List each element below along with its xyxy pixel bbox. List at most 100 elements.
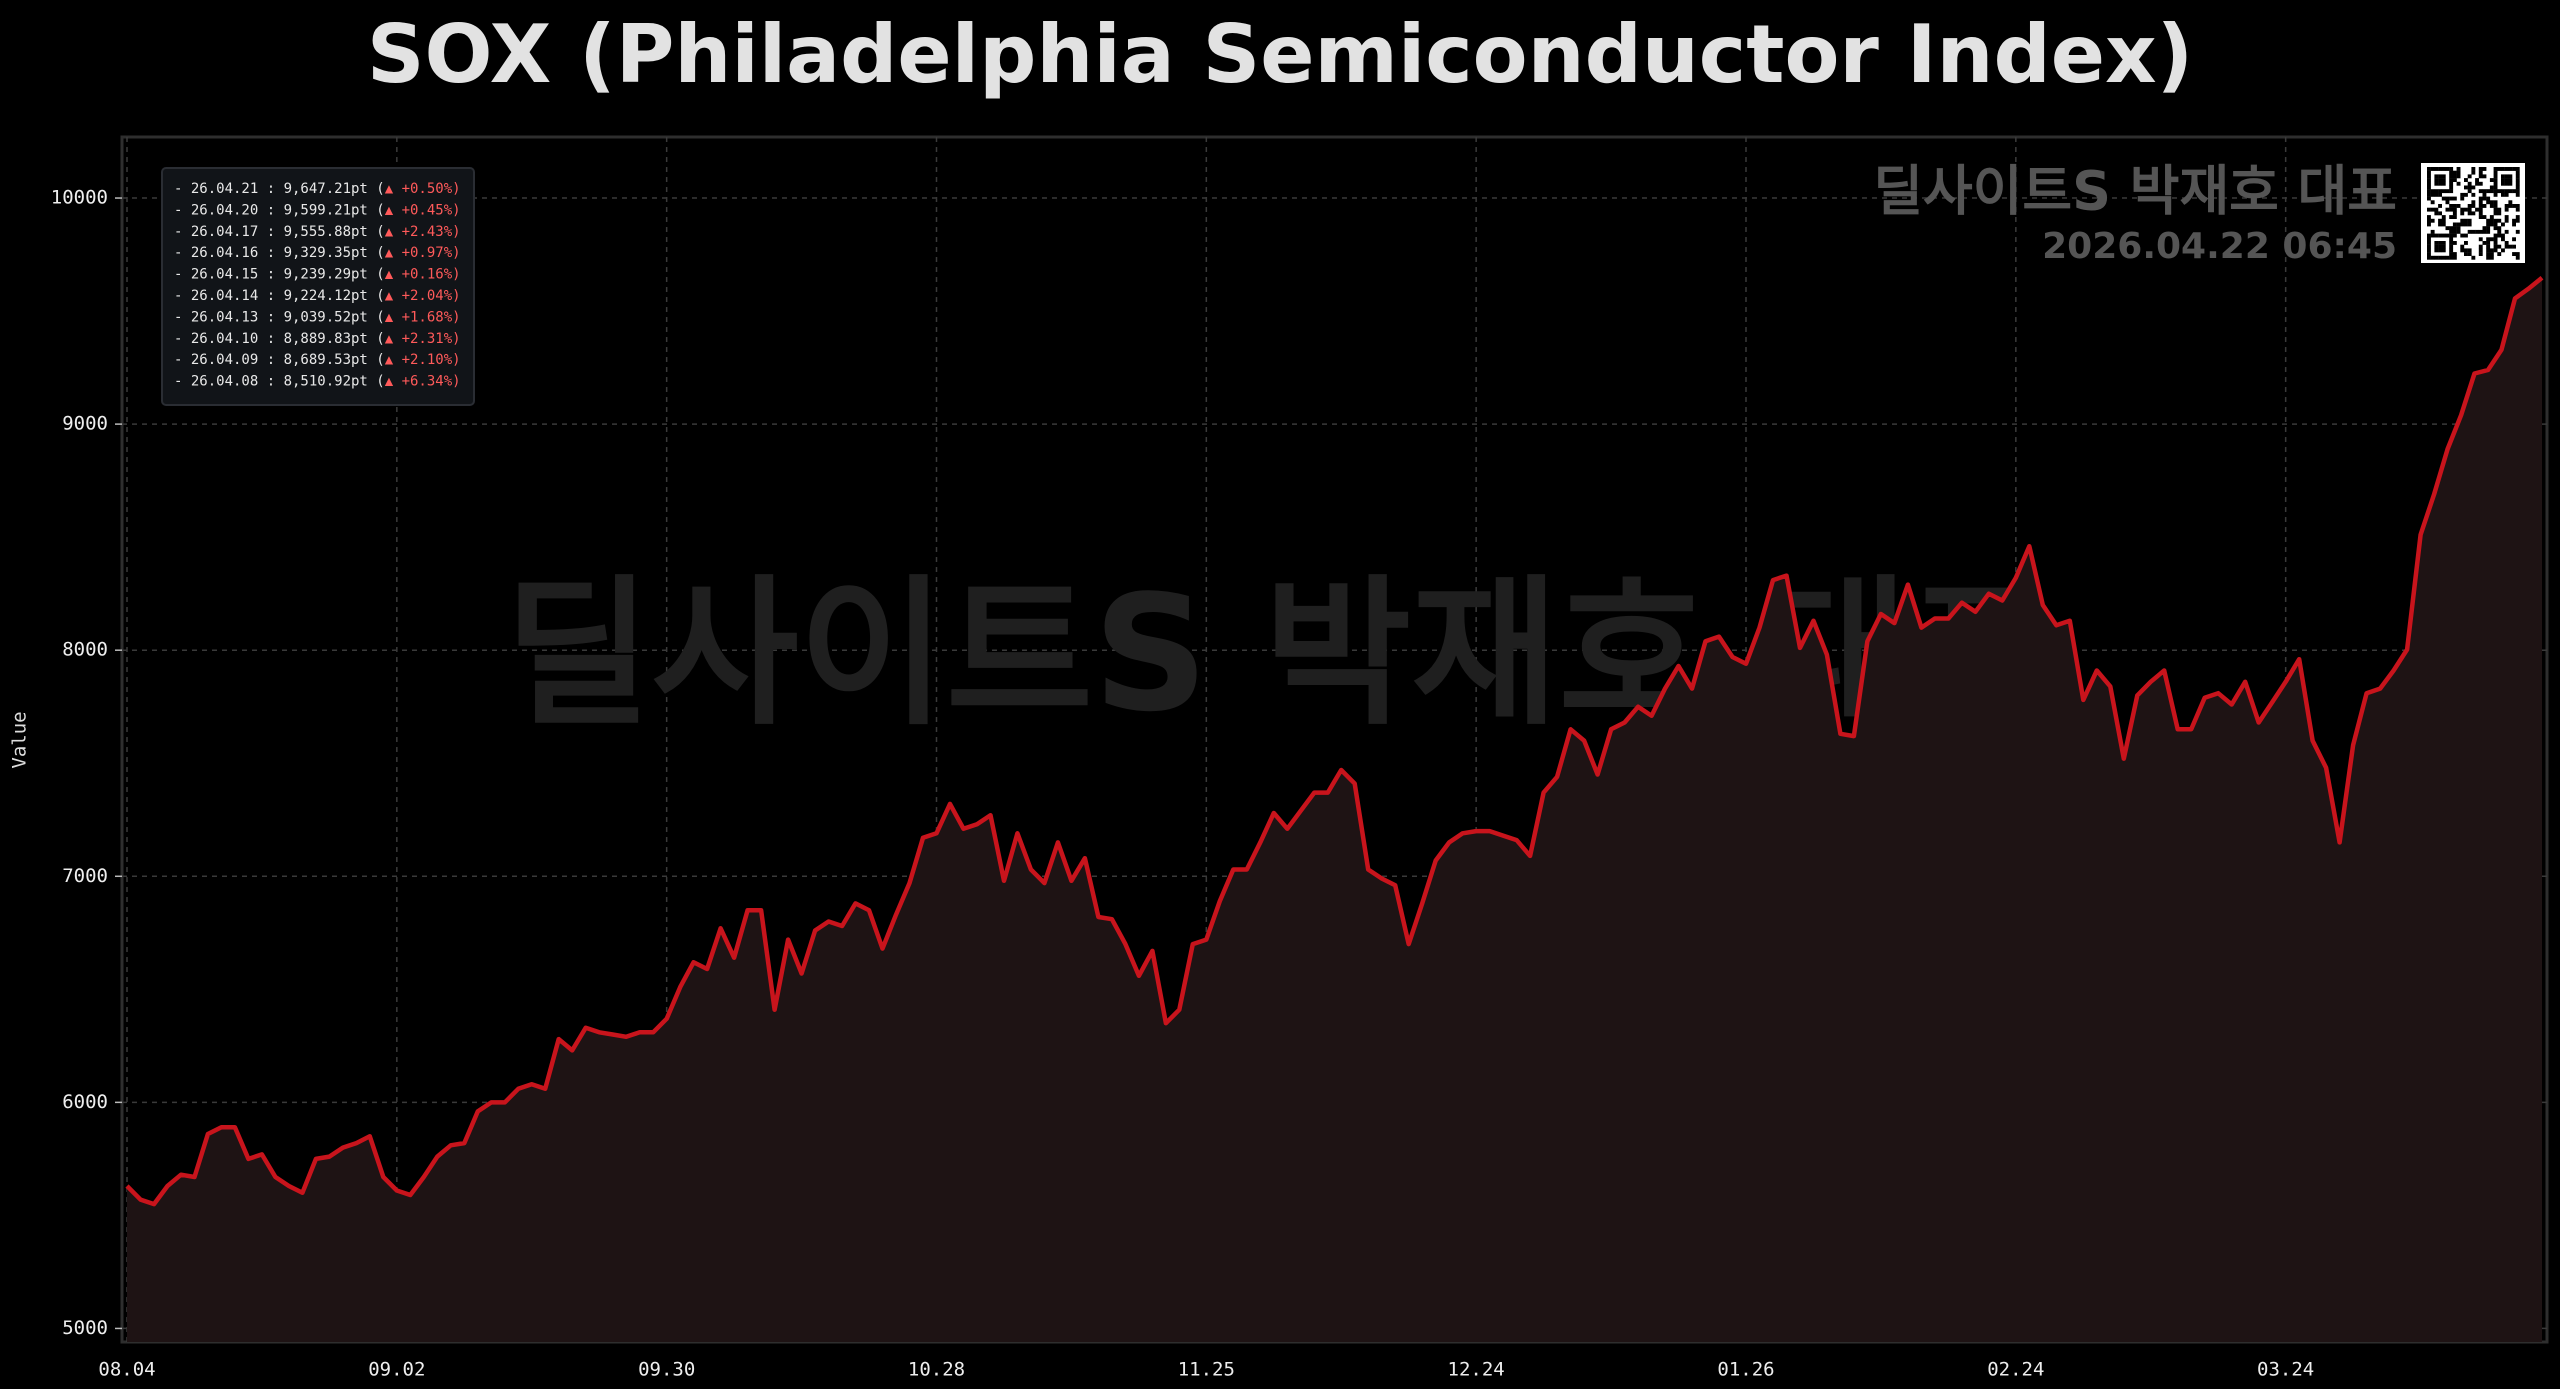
qr-module [2478, 204, 2483, 208]
qr-module [2449, 233, 2454, 238]
qr-module [2486, 244, 2491, 249]
qr-module [2482, 174, 2487, 179]
qr-module [2504, 244, 2509, 249]
annotation-change: ▲ +0.16%) [385, 267, 461, 283]
qr-module [2441, 244, 2446, 249]
qr-module [2438, 241, 2442, 245]
qr-module [2482, 167, 2487, 171]
qr-module [2449, 248, 2454, 253]
annotation-line: - 26.04.16 : 9,329.35pt (▲ +0.97%) [174, 245, 461, 261]
qr-module [2430, 189, 2435, 194]
annotation-change: ▲ +2.43%) [385, 224, 461, 240]
qr-module [2449, 215, 2454, 219]
qr-module [2441, 218, 2446, 223]
qr-module [2441, 215, 2446, 219]
qr-module [2493, 244, 2498, 249]
annotation-change: ▲ +0.97%) [385, 245, 461, 261]
qr-module [2427, 248, 2431, 253]
chart-title: SOX (Philadelphia Semiconductor Index) [367, 8, 2193, 101]
qr-module [2449, 226, 2454, 231]
qr-module [2478, 229, 2483, 234]
qr-module [2467, 185, 2472, 190]
y-tick-label: 6000 [62, 1091, 108, 1113]
qr-module [2438, 204, 2442, 208]
qr-module [2467, 222, 2472, 227]
qr-module [2486, 241, 2491, 245]
qr-module [2460, 244, 2465, 249]
qr-module [2438, 222, 2442, 227]
qr-module [2427, 222, 2431, 227]
qr-module [2501, 237, 2505, 242]
qr-module [2449, 174, 2454, 179]
qr-module [2515, 167, 2520, 171]
qr-module [2504, 181, 2509, 186]
qr-module [2489, 189, 2494, 194]
qr-module [2478, 252, 2483, 256]
qr-module [2427, 170, 2431, 175]
qr-module [2489, 185, 2494, 190]
qr-module [2427, 167, 2431, 171]
qr-module [2460, 207, 2465, 212]
annotation-line: - 26.04.13 : 9,039.52pt (▲ +1.68%) [174, 309, 461, 325]
qr-module [2449, 167, 2454, 171]
qr-module [2456, 181, 2461, 186]
qr-module [2427, 196, 2431, 201]
qr-module [2493, 200, 2498, 205]
qr-module [2449, 237, 2454, 242]
qr-module [2430, 255, 2435, 260]
brand-watermark: 딜사이트S 박재호 대표 [1873, 160, 2397, 223]
x-tick-label: 09.30 [638, 1359, 695, 1381]
qr-module [2452, 207, 2457, 212]
qr-module [2438, 174, 2442, 179]
qr-module [2452, 241, 2457, 245]
qr-module [2456, 229, 2461, 234]
annotation-text: - 26.04.10 : 8,889.83pt ( [174, 331, 385, 347]
qr-module [2501, 174, 2505, 179]
qr-module [2445, 226, 2450, 231]
qr-module [2482, 241, 2487, 245]
qr-module [2452, 222, 2457, 227]
annotation-line: - 26.04.20 : 9,599.21pt (▲ +0.45%) [174, 202, 461, 218]
qr-module [2427, 207, 2431, 212]
qr-module [2497, 167, 2502, 171]
y-axis-label: Value [9, 711, 31, 768]
qr-module [2430, 192, 2435, 197]
qr-module [2449, 244, 2454, 249]
qr-module [2441, 189, 2446, 194]
qr-module [2515, 252, 2520, 256]
qr-module [2478, 170, 2483, 175]
qr-module [2508, 189, 2513, 194]
x-tick-label: 12.24 [1448, 1359, 1505, 1381]
qr-module [2434, 233, 2439, 238]
qr-module [2434, 255, 2439, 260]
qr-module [2464, 233, 2468, 238]
qr-module [2493, 207, 2498, 212]
qr-module [2471, 255, 2476, 260]
qr-module [2434, 248, 2439, 253]
qr-module [2515, 170, 2520, 175]
qr-module [2478, 200, 2483, 205]
qr-module [2430, 207, 2435, 212]
qr-module [2504, 229, 2509, 234]
qr-module [2427, 181, 2431, 186]
qr-module [2430, 229, 2435, 234]
qr-module [2486, 252, 2491, 256]
qr-module [2449, 185, 2454, 190]
qr-module [2482, 192, 2487, 197]
area [127, 277, 2542, 1342]
annotation-text: - 26.04.17 : 9,555.88pt ( [174, 224, 385, 240]
qr-module [2497, 226, 2502, 231]
qr-module [2427, 192, 2431, 197]
annotation-line: - 26.04.09 : 8,689.53pt (▲ +2.10%) [174, 352, 461, 368]
x-tick-label: 08.04 [98, 1359, 155, 1381]
qr-module [2467, 207, 2472, 212]
qr-module [2508, 181, 2513, 186]
qr-module [2449, 229, 2454, 234]
qr-module [2475, 178, 2479, 182]
qr-module [2452, 204, 2457, 208]
qr-module [2504, 204, 2509, 208]
qr-module [2427, 255, 2431, 260]
qr-module [2467, 181, 2472, 186]
y-tick-label: 8000 [62, 639, 108, 661]
qr-module [2449, 204, 2454, 208]
